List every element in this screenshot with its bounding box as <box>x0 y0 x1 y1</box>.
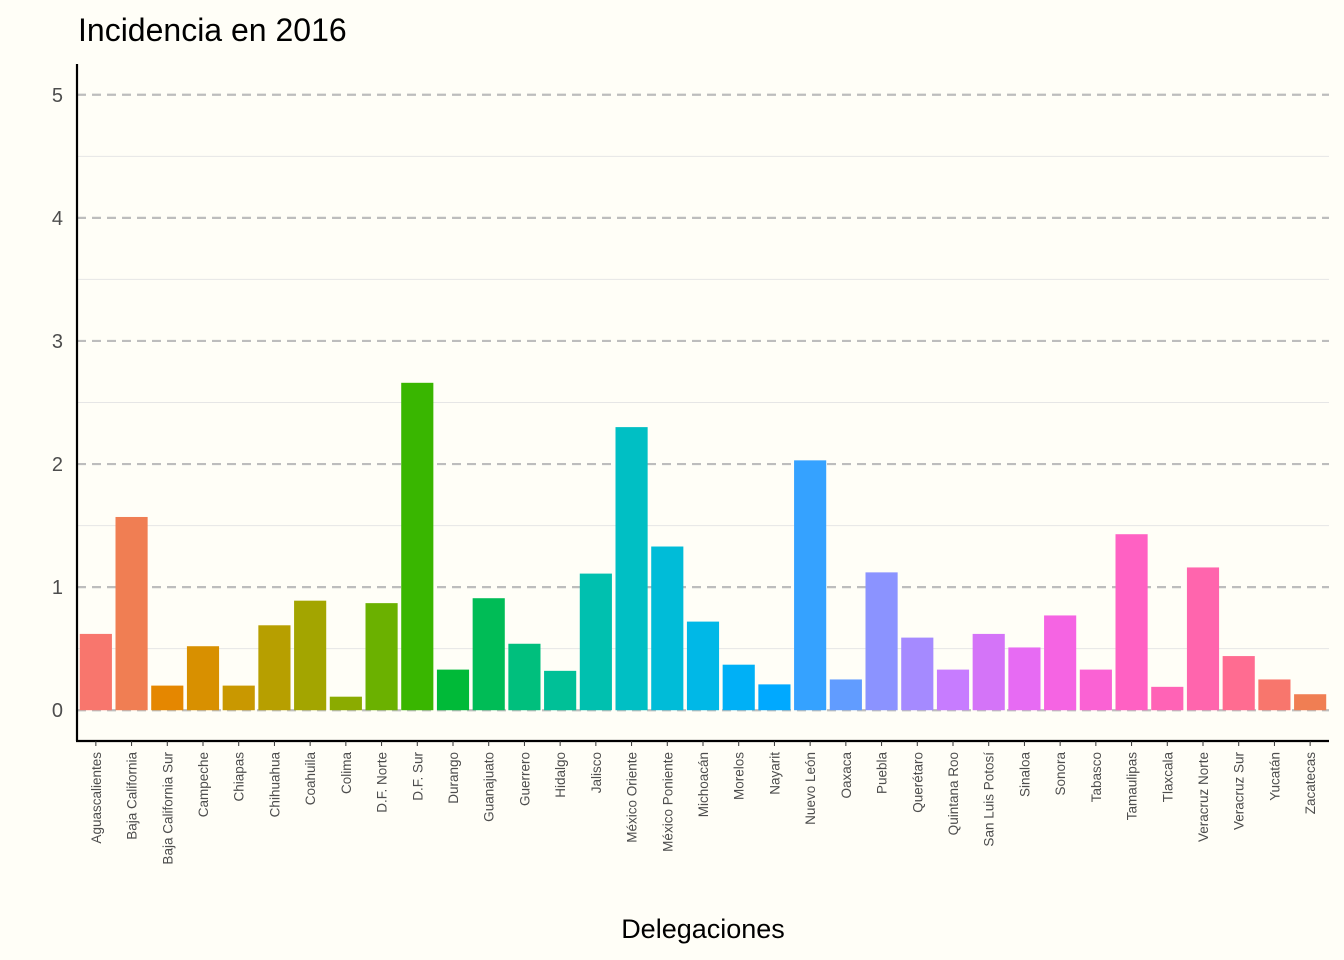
bar <box>1079 669 1112 711</box>
y-tick-label: 5 <box>52 85 63 107</box>
bar <box>686 621 720 711</box>
bar <box>829 679 862 711</box>
x-tick-labels: Aguascalientes Baja California Baja Califo… <box>89 741 1318 865</box>
bar <box>115 516 148 711</box>
x-tick-label: Jalisco <box>589 752 604 793</box>
x-tick-label: México Poniente <box>660 752 675 852</box>
x-tick-label: Coahuila <box>303 752 318 806</box>
x-tick-label: Campeche <box>196 752 211 817</box>
bar <box>615 427 648 711</box>
x-tick-label: Oaxaca <box>839 752 854 799</box>
x-tick-label: Michoacán <box>696 752 711 817</box>
x-tick-label: Veracruz Sur <box>1232 752 1247 831</box>
bar <box>294 600 327 711</box>
x-tick-label: Hidalgo <box>553 752 568 798</box>
x-tick-label: Tamaulipas <box>1125 752 1140 821</box>
bar <box>258 625 291 711</box>
bar <box>401 382 434 711</box>
x-tick-label: Tlaxcala <box>1160 752 1175 803</box>
x-tick-label: Tabasco <box>1089 752 1104 802</box>
bar <box>936 669 970 711</box>
y-tick-label: 0 <box>52 700 63 722</box>
bar <box>151 685 184 711</box>
chart-title: Incidencia en 2016 <box>78 12 347 48</box>
x-tick-label: Veracruz Norte <box>1196 752 1211 842</box>
x-tick-label: Querétaro <box>910 752 925 813</box>
bar <box>972 633 1005 711</box>
x-tick-label: Chiapas <box>232 752 247 802</box>
x-tick-label: Sonora <box>1053 752 1068 796</box>
x-tick-label: Zacatecas <box>1303 752 1318 815</box>
x-tick-label: Nuevo León <box>803 752 818 825</box>
bar <box>472 598 505 711</box>
bar <box>186 646 220 711</box>
bar <box>544 670 577 711</box>
y-tick-label: 4 <box>52 208 63 230</box>
bar <box>651 546 684 711</box>
bar <box>329 696 362 711</box>
bar <box>1222 656 1255 711</box>
x-tick-label: Chihuahua <box>267 752 282 818</box>
y-tick-label: 2 <box>52 454 63 476</box>
bar <box>1294 694 1327 711</box>
x-tick-label: Morelos <box>732 752 747 800</box>
y-tick-label: 3 <box>52 331 63 353</box>
bar <box>1186 567 1220 711</box>
bar <box>436 669 470 711</box>
y-tick-label: 1 <box>52 577 63 599</box>
x-tick-label: D.F. Norte <box>375 752 390 813</box>
x-tick-label: Quintana Roo <box>946 752 961 835</box>
bar <box>1258 679 1291 711</box>
x-tick-label: Guanajuato <box>482 752 497 822</box>
bar <box>1115 534 1148 711</box>
x-tick-label: Aguascalientes <box>89 752 104 844</box>
bar <box>1008 647 1041 711</box>
bar <box>794 460 827 711</box>
bar <box>508 643 541 711</box>
x-tick-label: Guerrero <box>517 752 532 806</box>
bar <box>722 664 755 711</box>
x-tick-label: San Luis Potosí <box>982 752 997 847</box>
bar <box>79 633 112 711</box>
x-axis-label: Delegaciones <box>621 914 785 944</box>
x-tick-label: Sinaloa <box>1017 752 1032 798</box>
bar <box>1151 686 1184 711</box>
x-tick-label: Baja California <box>125 752 140 840</box>
bar <box>365 603 398 711</box>
x-tick-label: D.F. Sur <box>410 752 425 801</box>
x-tick-label: Baja California Sur <box>160 752 175 865</box>
x-tick-label: Nayarit <box>767 752 782 795</box>
bar <box>901 637 934 711</box>
x-tick-label: Yucatán <box>1267 752 1282 801</box>
x-tick-label: Durango <box>446 752 461 804</box>
x-tick-label: México Oriente <box>625 752 640 843</box>
bar <box>865 572 898 711</box>
bar <box>1044 615 1077 711</box>
bars <box>79 382 1327 711</box>
y-tick-labels: 0 1 2 3 4 5 <box>52 85 63 722</box>
bar <box>758 684 791 711</box>
bar <box>579 573 612 711</box>
x-tick-label: Colima <box>339 752 354 795</box>
x-tick-label: Puebla <box>875 752 890 795</box>
bar <box>222 685 255 711</box>
